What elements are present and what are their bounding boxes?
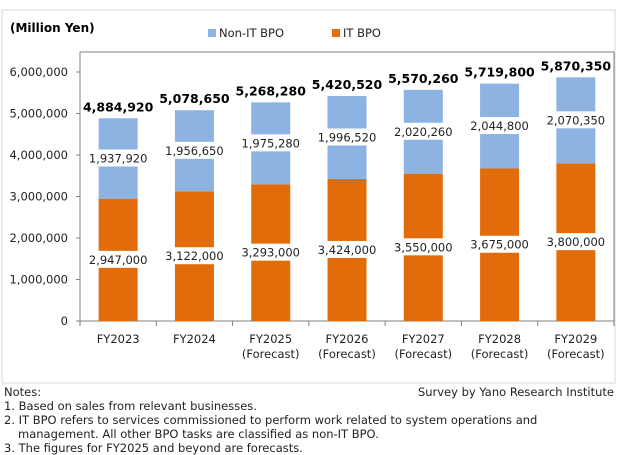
y-tick-label: 2,000,000 [9,231,68,245]
y-tick-label: 5,000,000 [9,107,68,121]
data-label-bg [465,235,534,253]
data-label: 2,070,350 [547,113,606,127]
data-label: 1,975,280 [241,136,300,150]
source-credit: Survey by Yano Research Institute [417,385,614,399]
data-label: 3,293,000 [241,246,300,260]
data-label: 3,550,000 [394,240,453,254]
x-tick-label: (Forecast) [547,347,605,361]
x-tick-label: (Forecast) [394,347,452,361]
y-tick-label: 3,000,000 [9,190,68,204]
data-label: 3,424,000 [318,243,377,257]
total-label: 5,870,350 [541,58,612,73]
data-label-bg [237,243,305,261]
data-label-bg [313,128,381,146]
data-label: 2,947,000 [89,253,148,267]
total-label: 5,570,260 [388,71,459,86]
legend-label-0: Non-IT BPO [219,26,284,40]
notes-heading: Notes: [4,385,42,399]
data-label: 2,020,260 [394,125,453,139]
x-tick-label: FY2025 [249,332,292,346]
data-label-bg [542,233,610,251]
legend-swatch-0 [208,29,216,37]
x-tick-label: FY2023 [97,332,140,346]
x-tick-label: (Forecast) [471,347,529,361]
x-tick-label: (Forecast) [318,347,376,361]
total-label: 5,268,280 [236,83,307,98]
note-3: 3. The figures for FY2025 and beyond are… [4,441,303,455]
data-label-bg [237,134,305,152]
data-label: 1,956,650 [165,144,224,158]
data-label: 1,996,520 [318,130,377,144]
note-2-cont: management. All other BPO tasks are clas… [18,427,379,441]
data-label-bg [313,240,381,258]
data-label: 2,044,800 [470,119,529,133]
data-label-bg [389,238,457,256]
data-label-bg [84,149,152,167]
unit-label: (Million Yen) [10,21,95,35]
x-tick-label: FY2024 [173,332,216,346]
data-label-bg [465,117,534,135]
legend-label-1: IT BPO [343,26,381,40]
x-tick-label: FY2026 [326,332,369,346]
y-tick-label: 4,000,000 [9,148,68,162]
note-1: 1. Based on sales from relevant business… [4,399,257,413]
total-label: 5,078,650 [159,91,230,106]
chart-border [1,9,616,384]
x-tick-label: (Forecast) [242,347,300,361]
total-label: 5,420,520 [312,77,383,92]
notes: Notes: 1. Based on sales from relevant b… [4,385,614,455]
y-tick-label: 6,000,000 [9,65,68,79]
total-label: 4,884,920 [83,99,154,114]
data-label-bg [542,111,610,129]
legend-swatch-1 [332,29,340,37]
data-label: 3,675,000 [470,238,529,252]
data-label-bg [389,122,457,140]
total-label: 5,719,800 [464,65,535,80]
data-label: 1,937,920 [89,151,148,165]
x-tick-label: FY2028 [478,332,521,346]
data-label-bg [84,250,152,268]
note-2: 2. IT BPO refers to services commissione… [4,413,538,427]
y-tick-label: 1,000,000 [9,273,68,287]
x-tick-label: FY2027 [402,332,445,346]
y-tick-label: 0 [61,314,68,328]
x-tick-label: FY2029 [554,332,597,346]
data-label-bg [160,141,229,159]
data-label: 3,122,000 [165,249,224,263]
data-label: 3,800,000 [547,235,606,249]
data-label-bg [160,247,229,265]
